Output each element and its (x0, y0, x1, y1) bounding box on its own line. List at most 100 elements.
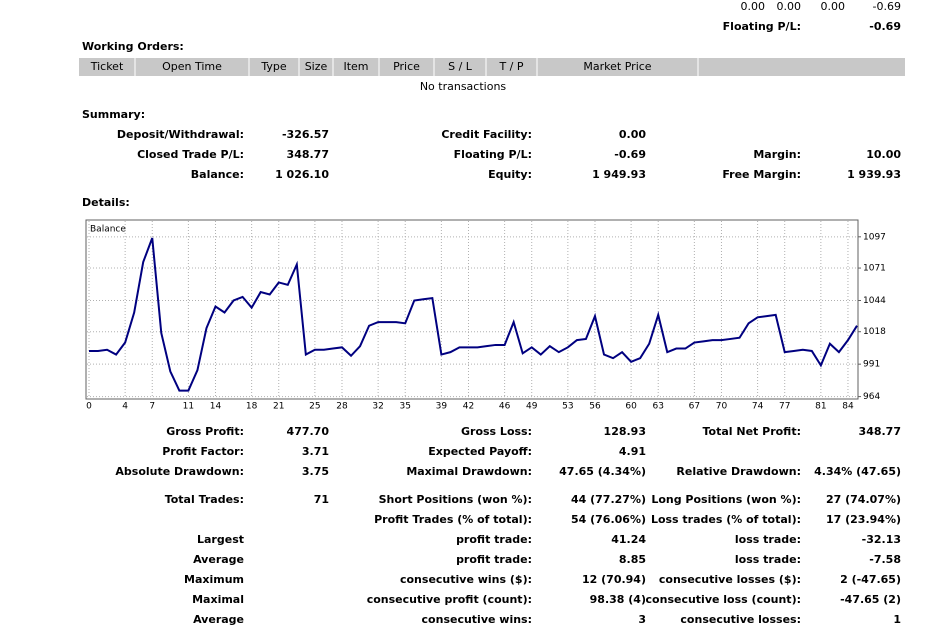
stat-label: Total Trades: (165, 493, 244, 506)
x-tick-label: 32 (372, 402, 383, 412)
x-tick-label: 11 (183, 402, 194, 412)
x-tick-label: 4 (122, 402, 128, 412)
stat-label: Average (193, 613, 244, 626)
stat-label: consecutive losses ($): (659, 573, 801, 586)
stat-label: Absolute Drawdown: (115, 465, 244, 478)
x-tick-label: 56 (589, 402, 601, 412)
stat-label: Expected Payoff: (428, 445, 532, 458)
x-tick-label: 42 (463, 402, 474, 412)
stat-value: 1 (893, 613, 901, 626)
stat-label: profit trade: (456, 553, 532, 566)
section-title: Details: (82, 196, 130, 209)
column-header: Type (260, 60, 286, 73)
summary-label: Deposit/Withdrawal: (117, 128, 244, 141)
stat-label: Loss trades (% of total): (651, 513, 801, 526)
x-tick-label: 81 (815, 402, 826, 412)
x-tick-label: 63 (652, 402, 663, 412)
x-tick-label: 49 (526, 402, 538, 412)
x-tick-label: 60 (625, 402, 637, 412)
stat-label: Maximal Drawdown: (406, 465, 532, 478)
stat-label: Average (193, 553, 244, 566)
summary-label: Floating P/L: (454, 148, 532, 161)
y-tick-label: 1044 (863, 296, 886, 306)
stat-label: Total Net Profit: (703, 425, 802, 438)
stat-value: 2 (-47.65) (840, 573, 901, 586)
stat-label: loss trade: (735, 533, 801, 546)
stat-label: consecutive wins: (422, 613, 532, 626)
y-tick-label: 1018 (863, 327, 886, 337)
stat-label: Long Positions (won %): (651, 493, 801, 506)
stat-value: 27 (74.07%) (826, 493, 901, 506)
stat-value: 17 (23.94%) (826, 513, 901, 526)
x-tick-label: 35 (400, 402, 411, 412)
summary-value: 1 939.93 (847, 168, 901, 181)
x-tick-label: 0 (86, 402, 92, 412)
x-tick-label: 53 (562, 402, 573, 412)
stat-label: Gross Profit: (166, 425, 244, 438)
top-value: 0.00 (821, 0, 846, 13)
summary-label: Free Margin: (722, 168, 801, 181)
stat-value: 71 (314, 493, 329, 506)
stat-value: 8.85 (619, 553, 646, 566)
empty-message: No transactions (420, 80, 507, 93)
floating-value: -0.69 (869, 20, 901, 33)
stat-label: consecutive profit (count): (367, 593, 532, 606)
summary-value: -0.69 (614, 148, 646, 161)
summary-label: Closed Trade P/L: (137, 148, 244, 161)
stat-value: 44 (77.27%) (571, 493, 646, 506)
summary-label: Equity: (488, 168, 532, 181)
stat-value: 54 (76.06%) (571, 513, 646, 526)
section-title: Working Orders: (82, 40, 184, 53)
x-tick-label: 70 (716, 402, 728, 412)
x-tick-label: 46 (499, 402, 511, 412)
column-header: Item (343, 60, 368, 73)
stat-value: -47.65 (2) (840, 593, 901, 606)
summary-value: 348.77 (287, 148, 329, 161)
stat-label: Maximum (184, 573, 244, 586)
x-tick-label: 25 (309, 402, 320, 412)
x-tick-label: 39 (436, 402, 448, 412)
stat-label: Largest (197, 533, 244, 546)
stat-value: 4.34% (47.65) (814, 465, 901, 478)
balance-line (89, 237, 858, 392)
x-tick-label: 74 (752, 402, 764, 412)
summary-value: 1 026.10 (275, 168, 329, 181)
stat-label: consecutive losses: (680, 613, 801, 626)
summary-label: Balance: (191, 168, 244, 181)
floating-label: Floating P/L: (723, 20, 801, 33)
stat-value: 47.65 (4.34%) (559, 465, 646, 478)
column-header: Market Price (583, 60, 651, 73)
stat-value: 3 (638, 613, 646, 626)
stat-value: 98.38 (4) (590, 593, 646, 606)
stat-value: 4.91 (619, 445, 646, 458)
y-tick-label: 1071 (863, 264, 886, 274)
stat-value: 477.70 (287, 425, 330, 438)
stat-label: consecutive wins ($): (400, 573, 532, 586)
y-tick-label: 1097 (863, 232, 886, 242)
column-header: S / L (448, 60, 473, 73)
x-tick-label: 18 (246, 402, 258, 412)
stat-label: Short Positions (won %): (379, 493, 532, 506)
x-tick-label: 7 (149, 402, 155, 412)
stat-value: -7.58 (869, 553, 901, 566)
column-header: Open Time (162, 60, 222, 73)
stat-value: 128.93 (604, 425, 646, 438)
x-tick-label: 28 (336, 402, 348, 412)
stat-label: Gross Loss: (461, 425, 532, 438)
column-header: Size (305, 60, 328, 73)
top-value: 0.00 (777, 0, 802, 13)
stat-value: 348.77 (859, 425, 901, 438)
section-title: Summary: (82, 108, 145, 121)
x-tick-label: 14 (210, 402, 222, 412)
stat-label: loss trade: (735, 553, 801, 566)
x-tick-label: 84 (842, 402, 854, 412)
stat-value: 41.24 (611, 533, 646, 546)
column-header: Ticket (90, 60, 124, 73)
top-value: -0.69 (873, 0, 901, 13)
column-header: T / P (498, 60, 523, 73)
x-tick-label: 77 (779, 402, 790, 412)
stat-value: 3.71 (302, 445, 329, 458)
y-tick-label: 964 (863, 392, 880, 402)
summary-value: 0.00 (619, 128, 646, 141)
stat-value: -32.13 (862, 533, 901, 546)
